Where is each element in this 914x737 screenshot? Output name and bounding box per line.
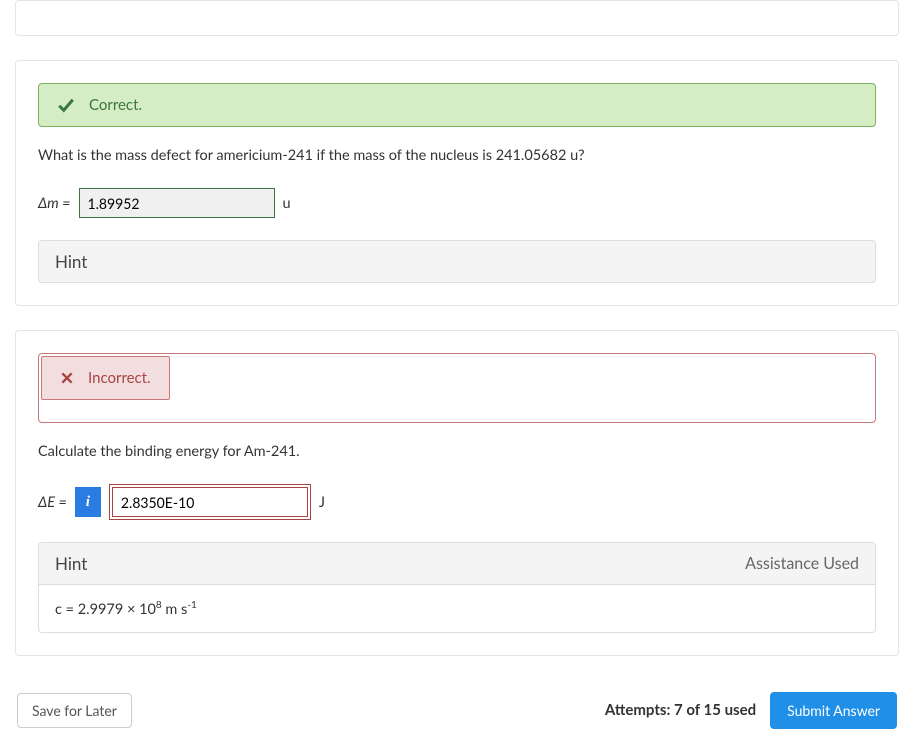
- hint-body: c = 2.9979 × 108 m s-1: [39, 585, 875, 632]
- save-for-later-button[interactable]: Save for Later: [17, 693, 132, 728]
- question-panel-1: Correct. What is the mass defect for ame…: [15, 60, 899, 306]
- feedback-correct: Correct.: [38, 83, 876, 127]
- x-icon: [60, 371, 74, 385]
- hint-box: Hint Assistance Used c = 2.9979 × 108 m …: [38, 542, 876, 633]
- check-icon: [57, 96, 75, 114]
- hint-text-2: m s: [162, 601, 188, 618]
- incorrect-input-wrap: [109, 484, 311, 520]
- mass-defect-input[interactable]: [79, 188, 275, 218]
- info-icon[interactable]: i: [75, 487, 101, 517]
- hint-title: Hint: [55, 553, 87, 574]
- variable-label: ΔE =: [38, 494, 67, 511]
- submit-answer-button[interactable]: Submit Answer: [770, 692, 897, 729]
- hint-header[interactable]: Hint: [39, 241, 875, 282]
- answer-row: ΔE = i J: [38, 484, 876, 520]
- question-panel-2: Incorrect. Calculate the binding energy …: [15, 330, 899, 656]
- feedback-incorrect: Incorrect.: [41, 356, 170, 400]
- variable-label: Δm =: [38, 195, 71, 212]
- binding-energy-input[interactable]: [112, 487, 308, 517]
- question-text: Calculate the binding energy for Am-241.: [38, 443, 876, 460]
- feedback-text: Incorrect.: [88, 369, 151, 387]
- question-text: What is the mass defect for americium-24…: [38, 147, 876, 164]
- attempts-label: Attempts: 7 of 15 used: [605, 701, 756, 719]
- feedback-incorrect-outer: Incorrect.: [38, 353, 876, 423]
- answer-row: Δm = u: [38, 188, 876, 218]
- blank-panel: [15, 0, 899, 36]
- unit-label: J: [319, 494, 325, 511]
- hint-box: Hint: [38, 240, 876, 283]
- footer-right: Attempts: 7 of 15 used Submit Answer: [605, 692, 897, 729]
- hint-header[interactable]: Hint Assistance Used: [39, 543, 875, 585]
- hint-title: Hint: [55, 251, 87, 272]
- assistance-used-label: Assistance Used: [745, 554, 859, 573]
- feedback-text: Correct.: [89, 96, 142, 114]
- hint-exp-2: -1: [187, 599, 197, 611]
- footer: Save for Later Attempts: 7 of 15 used Su…: [15, 692, 899, 737]
- unit-label: u: [283, 195, 291, 212]
- hint-text-1: c = 2.9979 × 10: [55, 601, 156, 618]
